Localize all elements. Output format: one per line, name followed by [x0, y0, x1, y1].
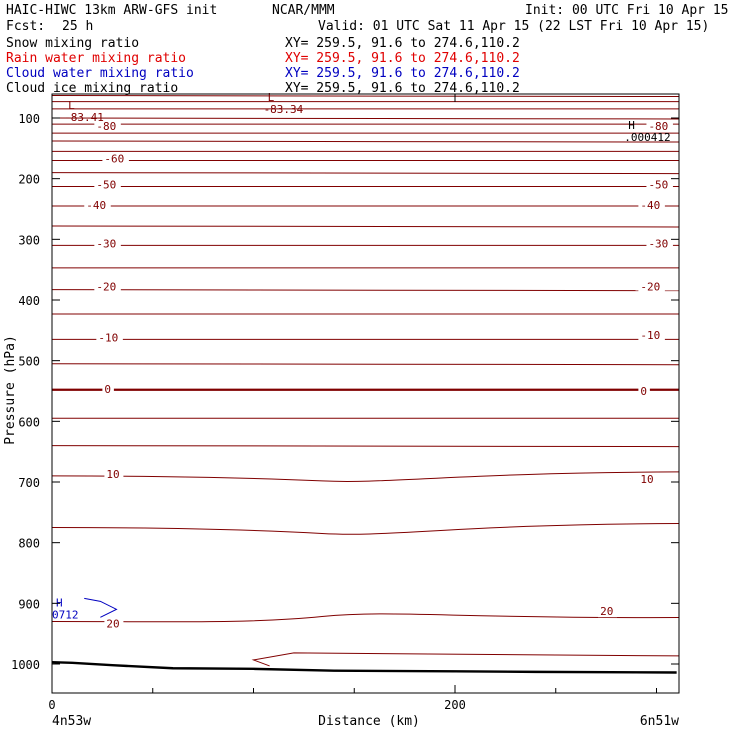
extremum-symbol: L [68, 99, 75, 112]
y-tick-label: 600 [18, 415, 40, 429]
cloud-water-contour [84, 597, 118, 618]
y-tick-label: 800 [18, 537, 40, 551]
y-tick-label: 500 [18, 355, 40, 369]
contour-label: -60 [104, 153, 124, 166]
contour-label: -50 [96, 179, 116, 192]
contour-label-bg [646, 237, 673, 250]
contour-label-bg [102, 383, 114, 396]
y-tick-label: 700 [18, 476, 40, 490]
x-axis: 0 200 [48, 94, 657, 712]
small-contour [251, 652, 680, 667]
y-tick-label: 900 [18, 597, 40, 611]
contour-label-bg [94, 280, 121, 293]
contour-line [51, 445, 680, 448]
contour-line [51, 471, 680, 482]
contour-line [51, 172, 680, 175]
x-axis-label: Distance (km) [318, 714, 420, 729]
y-tick-label: 200 [18, 173, 40, 187]
extremum-symbol: L [268, 91, 275, 104]
contour-label: 20 [600, 605, 613, 618]
field-name-snow: Snow mixing ratio [6, 36, 140, 51]
plot-frame [51, 93, 680, 694]
contour-label-bg [638, 385, 650, 397]
right-endpoint: 6n51w [640, 714, 679, 729]
contour-label-bg [104, 617, 124, 630]
contour-line [51, 523, 680, 535]
valid-time: Valid: 01 UTC Sat 11 Apr 15 (22 LST Fri … [318, 19, 710, 34]
contour-label: -50 [648, 179, 668, 192]
contour-label-bg [646, 178, 673, 191]
contour-line [51, 95, 680, 98]
contour-label-bg [84, 198, 111, 211]
extremum-value: 0712 [52, 608, 79, 621]
contour-label: -40 [640, 199, 660, 212]
field-name-cloud-water: Cloud water mixing ratio [6, 66, 194, 81]
contour-label: -40 [86, 199, 106, 212]
contour-label-bg [94, 178, 121, 191]
contour-label: 10 [640, 473, 653, 486]
contour-line [51, 140, 680, 143]
contour-label-bg [94, 237, 121, 250]
contour-line [51, 363, 680, 366]
temperature-contours [51, 95, 680, 623]
contour-label: 20 [106, 617, 119, 630]
field-name-rain: Rain water mixing ratio [6, 51, 187, 66]
contour-label-bg [638, 472, 658, 485]
contour-label-bg [96, 331, 123, 344]
init-time: Init: 00 UTC Fri 10 Apr 15 [525, 3, 729, 18]
y-tick-label: 300 [18, 233, 40, 247]
contour-line [51, 225, 680, 228]
forecast-hour: 25 h [62, 19, 94, 34]
contour-label-bg [104, 468, 124, 481]
y-axis-label: Pressure (hPa) [3, 335, 18, 445]
center-label: NCAR/MMM [272, 3, 335, 18]
y-tick-label: 100 [18, 112, 40, 126]
y-tick-label: 400 [18, 294, 40, 308]
terrain-line [51, 660, 677, 674]
contour-label: -80 [648, 120, 668, 133]
contour-label: -20 [640, 281, 660, 294]
field-name-cloud-ice: Cloud ice mixing ratio [6, 81, 179, 96]
extrema-markers: L-83.41L-83.34H.000412H0712 [52, 91, 671, 621]
field-xy-cloud-water: XY= 259.5, 91.6 to 274.6,110.2 [285, 66, 520, 81]
extremum-value: .000412 [624, 131, 670, 144]
contour-label-bg [94, 119, 121, 132]
contour-label-bg [638, 329, 665, 342]
contour-label: -10 [98, 332, 118, 345]
extremum-value: -83.41 [64, 111, 104, 124]
field-xy-snow: XY= 259.5, 91.6 to 274.6,110.2 [285, 36, 520, 51]
terrain-surface [51, 660, 677, 674]
contour-line [51, 613, 680, 623]
field-xy-rain: XY= 259.5, 91.6 to 274.6,110.2 [285, 51, 520, 66]
left-endpoint: 4n53w [52, 714, 91, 729]
model-title: HAIC-HIWC 13km ARW-GFS init [6, 3, 218, 18]
contour-label: -30 [648, 238, 668, 251]
contour-labels: -80 -80 -60 -50 -50 -40 -40 -30 -30 -20 -20 -10 -10 0… [84, 119, 673, 630]
contour-label: 0 [104, 383, 111, 396]
field-xy-cloud-ice: XY= 259.5, 91.6 to 274.6,110.2 [285, 81, 520, 96]
contour-label: -30 [96, 238, 116, 251]
contour-label-bg [638, 198, 665, 211]
contour-label: -20 [96, 281, 116, 294]
contour-label: 10 [106, 468, 119, 481]
contour-label: 0 [640, 385, 647, 398]
extremum-value: -83.34 [264, 103, 304, 116]
contour-label-bg [598, 605, 618, 618]
y-tick-label: 1000 [11, 658, 40, 672]
contour-label-bg [646, 119, 673, 132]
extremum-symbol: H [628, 119, 635, 132]
x-tick-label: 0 [48, 698, 55, 712]
contour-label: -80 [96, 120, 116, 133]
contour-label-bg [638, 280, 665, 293]
contour-label-bg [102, 152, 129, 165]
forecast-label: Fcst: [6, 19, 46, 34]
contour-line [51, 117, 680, 120]
x-tick-label: 200 [444, 698, 466, 712]
contour-line [51, 289, 680, 292]
contour-label: -10 [640, 329, 660, 342]
